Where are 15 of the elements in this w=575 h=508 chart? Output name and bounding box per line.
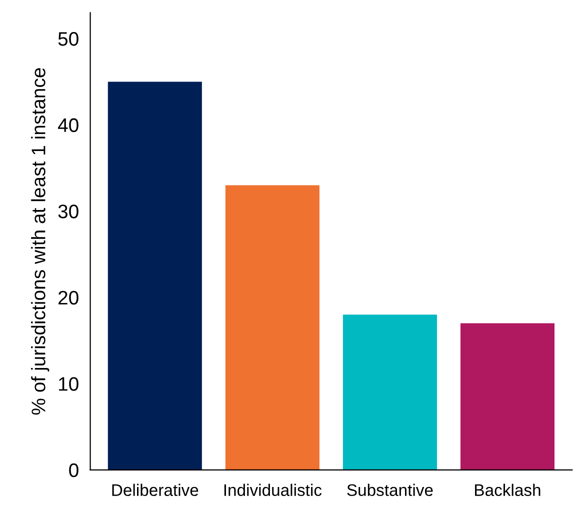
bar (225, 185, 320, 470)
x-tick-label: Individualistic (224, 484, 322, 496)
x-tick-label: Deliberative (112, 484, 198, 496)
y-tick-label: 0 (69, 463, 78, 478)
bar (342, 314, 437, 470)
y-tick-label: 10 (59, 377, 78, 391)
y-axis-title: % of jurisdictions with at least 1 instance (31, 68, 50, 415)
bar (108, 82, 202, 470)
x-tick-label: Backlash (475, 484, 540, 496)
x-tick-label: Substantive (347, 484, 433, 496)
y-tick-label: 20 (58, 290, 78, 305)
y-tick-label: 40 (58, 118, 78, 132)
bar (460, 323, 554, 470)
y-tick-label: 50 (58, 32, 78, 46)
y-tick-label: 30 (58, 204, 78, 218)
